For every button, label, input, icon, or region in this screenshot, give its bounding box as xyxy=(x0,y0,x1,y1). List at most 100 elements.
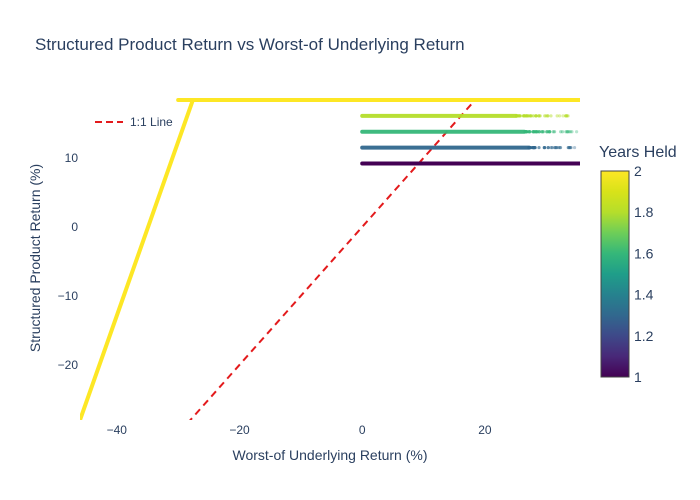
x-tick-label: −40 xyxy=(107,423,128,437)
series-4-tail-point xyxy=(569,145,573,150)
series-3-tail-point xyxy=(531,130,535,134)
series-1-segment-0 xyxy=(80,98,195,420)
series-3-tail-point xyxy=(560,130,565,134)
series-2-tail-point xyxy=(555,114,559,118)
series-2-tail-point xyxy=(534,114,538,118)
series-3-tail-point xyxy=(537,130,541,134)
series-3-tail-point xyxy=(567,130,571,134)
series-2-tail-point xyxy=(549,114,553,118)
series-1-tail-point xyxy=(557,98,561,102)
series-4-tail-point xyxy=(537,145,541,150)
series-1-tail-point xyxy=(560,98,564,102)
colorbar-title: Years Held xyxy=(599,144,677,161)
series-3-tail-point xyxy=(527,130,531,134)
series-2-tail-point xyxy=(531,114,535,118)
colorbar-tick-label: 1.6 xyxy=(634,245,654,261)
colorbar-tick-label: 1.2 xyxy=(634,328,654,344)
y-tick-label: −20 xyxy=(58,358,79,372)
series-1-tail-point xyxy=(567,98,571,102)
series-3-tail-point xyxy=(565,130,569,134)
y-tick-label: −10 xyxy=(58,289,79,303)
series-2-tail-point xyxy=(544,114,548,118)
series-2-tail-point xyxy=(564,114,568,118)
series-2-tail-point xyxy=(566,114,570,118)
x-tick-label: 0 xyxy=(359,423,366,437)
legend-label-1to1: 1:1 Line xyxy=(130,115,173,129)
colorbar-tick-label: 1.4 xyxy=(634,287,654,303)
series-2-tail-point xyxy=(515,114,519,118)
series-1-tail-point xyxy=(537,98,541,102)
series-4-tail-point xyxy=(566,145,570,150)
series-1-tail-point xyxy=(564,98,568,102)
x-tick-label: −20 xyxy=(229,423,250,437)
x-axis-title: Worst-of Underlying Return (%) xyxy=(232,447,427,463)
chart-title: Structured Product Return vs Worst-of Un… xyxy=(35,35,465,54)
series-1-tail-point xyxy=(551,98,555,102)
series-4-tail-point xyxy=(550,145,554,150)
series-1-tail-point xyxy=(520,98,524,102)
series-4-tail-point xyxy=(531,145,535,150)
colorbar-gradient xyxy=(600,170,630,378)
colorbar-tick-label: 2 xyxy=(634,163,642,179)
series-1-tail-point xyxy=(573,98,577,102)
series-3-tail-point xyxy=(575,130,579,134)
series-4-tail-point xyxy=(572,145,577,150)
series-2-tail-point xyxy=(537,114,541,118)
series-4-tail-point xyxy=(554,145,558,150)
series-2-tail-point xyxy=(564,114,568,118)
series-4-tail-point xyxy=(558,145,563,150)
plot-area xyxy=(80,98,580,420)
series-4-tail-point xyxy=(527,145,531,150)
y-tick-label: 10 xyxy=(65,151,79,165)
series-2-tail-point xyxy=(557,114,562,118)
series-4-tail-point xyxy=(568,145,573,150)
series-1-tail-point xyxy=(534,98,538,102)
series-2-tail-point xyxy=(565,114,569,118)
series-3-tail-point xyxy=(540,130,544,134)
series-4-tail-point xyxy=(555,145,559,150)
series-2-tail-point xyxy=(564,114,568,118)
y-tick-label: 0 xyxy=(71,220,78,234)
series-3-tail-point xyxy=(547,130,552,134)
series-3-tail-point xyxy=(559,130,563,134)
colorbar-ticks: 1 1.2 1.4 1.6 1.8 2 xyxy=(634,163,654,385)
x-tick-label: 20 xyxy=(478,423,492,437)
legend: 1:1 Line xyxy=(95,115,173,129)
axis-ticks: −40 −20 0 20 −20 −10 0 10 xyxy=(58,151,492,437)
series-1to1-line xyxy=(189,102,474,420)
series-2-tail-point xyxy=(565,114,569,118)
series-4-tail-point xyxy=(567,145,571,150)
colorbar-tick-label: 1.8 xyxy=(634,204,654,220)
series-3-tail-point xyxy=(570,130,574,134)
series-3-tail-point xyxy=(564,130,568,134)
series-3-tail-point xyxy=(568,130,573,134)
series-4-tail-point xyxy=(568,145,572,150)
series-4-tail-point xyxy=(558,145,562,150)
series-3-tail-point xyxy=(566,130,570,134)
colorbar-tick-label: 1 xyxy=(634,369,642,385)
series-1-tail-point xyxy=(542,98,546,102)
series-1-tail-point xyxy=(523,98,527,102)
series-2-tail-point xyxy=(528,114,532,118)
colorbar: Years Held 1 1.2 1.4 1.6 1.8 2 xyxy=(599,144,677,385)
series-2-tail-point xyxy=(565,114,569,118)
series-3-tail-point xyxy=(535,130,539,134)
series-4-tail-point xyxy=(553,145,557,150)
series-3-tail-point xyxy=(545,130,549,134)
series-3-tail-point xyxy=(552,130,557,134)
series-1-tail-point xyxy=(539,98,543,102)
series-4-tail-point xyxy=(557,145,561,150)
series-3-tail-point xyxy=(524,130,528,134)
series-4-tail-point xyxy=(546,145,550,150)
series-2-tail-point xyxy=(561,114,565,118)
series-4-tail-point xyxy=(567,145,572,150)
series-2-tail-point xyxy=(517,114,522,118)
series-3-tail-point xyxy=(565,130,570,134)
series-3-tail-point xyxy=(551,130,555,134)
series-4-tail-point xyxy=(566,145,571,150)
series-2-tail-point xyxy=(525,114,529,118)
series-2-tail-point xyxy=(522,114,526,118)
series-4-tail-point xyxy=(543,145,547,150)
